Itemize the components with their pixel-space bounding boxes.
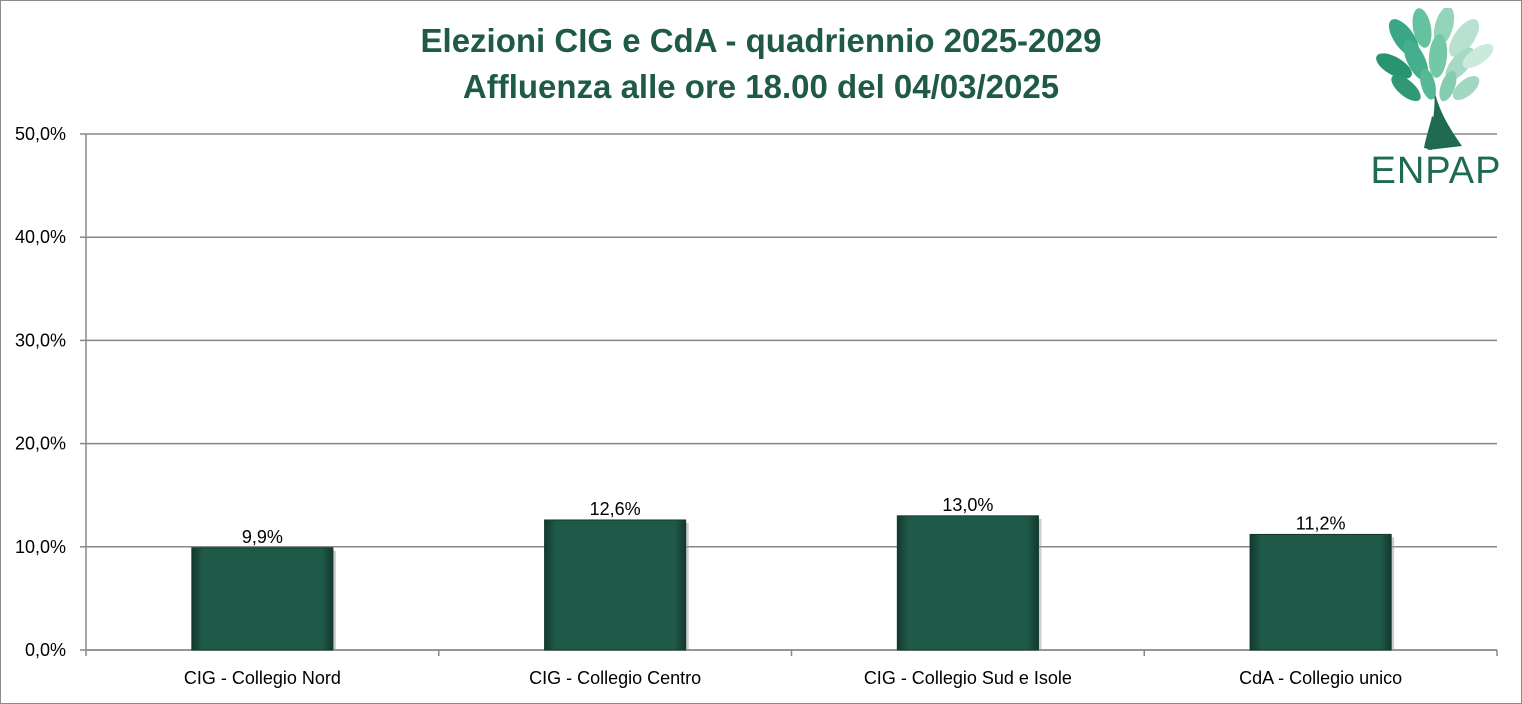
- y-tick-label: 30,0%: [15, 330, 66, 350]
- y-tick-label: 50,0%: [15, 124, 66, 144]
- y-tick-label: 20,0%: [15, 434, 66, 454]
- bar: [544, 519, 687, 651]
- data-label: 12,6%: [590, 499, 641, 519]
- chart-title: Elezioni CIG e CdA - quadriennio 2025-20…: [420, 22, 1102, 59]
- tree-logo-icon: [1376, 6, 1494, 150]
- y-tick-label: 0,0%: [25, 640, 66, 660]
- x-tick-label: CIG - Collegio Sud e Isole: [864, 668, 1072, 688]
- data-label: 9,9%: [242, 527, 283, 547]
- y-tick-label: 10,0%: [15, 537, 66, 557]
- bar: [1249, 533, 1392, 651]
- bar: [896, 515, 1039, 651]
- logo-text: ENPAP: [1370, 150, 1502, 192]
- x-tick-label: CdA - Collegio unico: [1239, 668, 1402, 688]
- data-label: 11,2%: [1296, 513, 1346, 533]
- bar: [191, 547, 334, 651]
- chart-subtitle: Affluenza alle ore 18.00 del 04/03/2025: [462, 68, 1060, 105]
- data-label: 13,0%: [942, 495, 993, 515]
- enpap-logo: ENPAP: [1366, 6, 1506, 198]
- x-tick-label: CIG - Collegio Nord: [184, 668, 341, 688]
- y-tick-label: 40,0%: [15, 227, 66, 247]
- x-tick-label: CIG - Collegio Centro: [529, 668, 701, 688]
